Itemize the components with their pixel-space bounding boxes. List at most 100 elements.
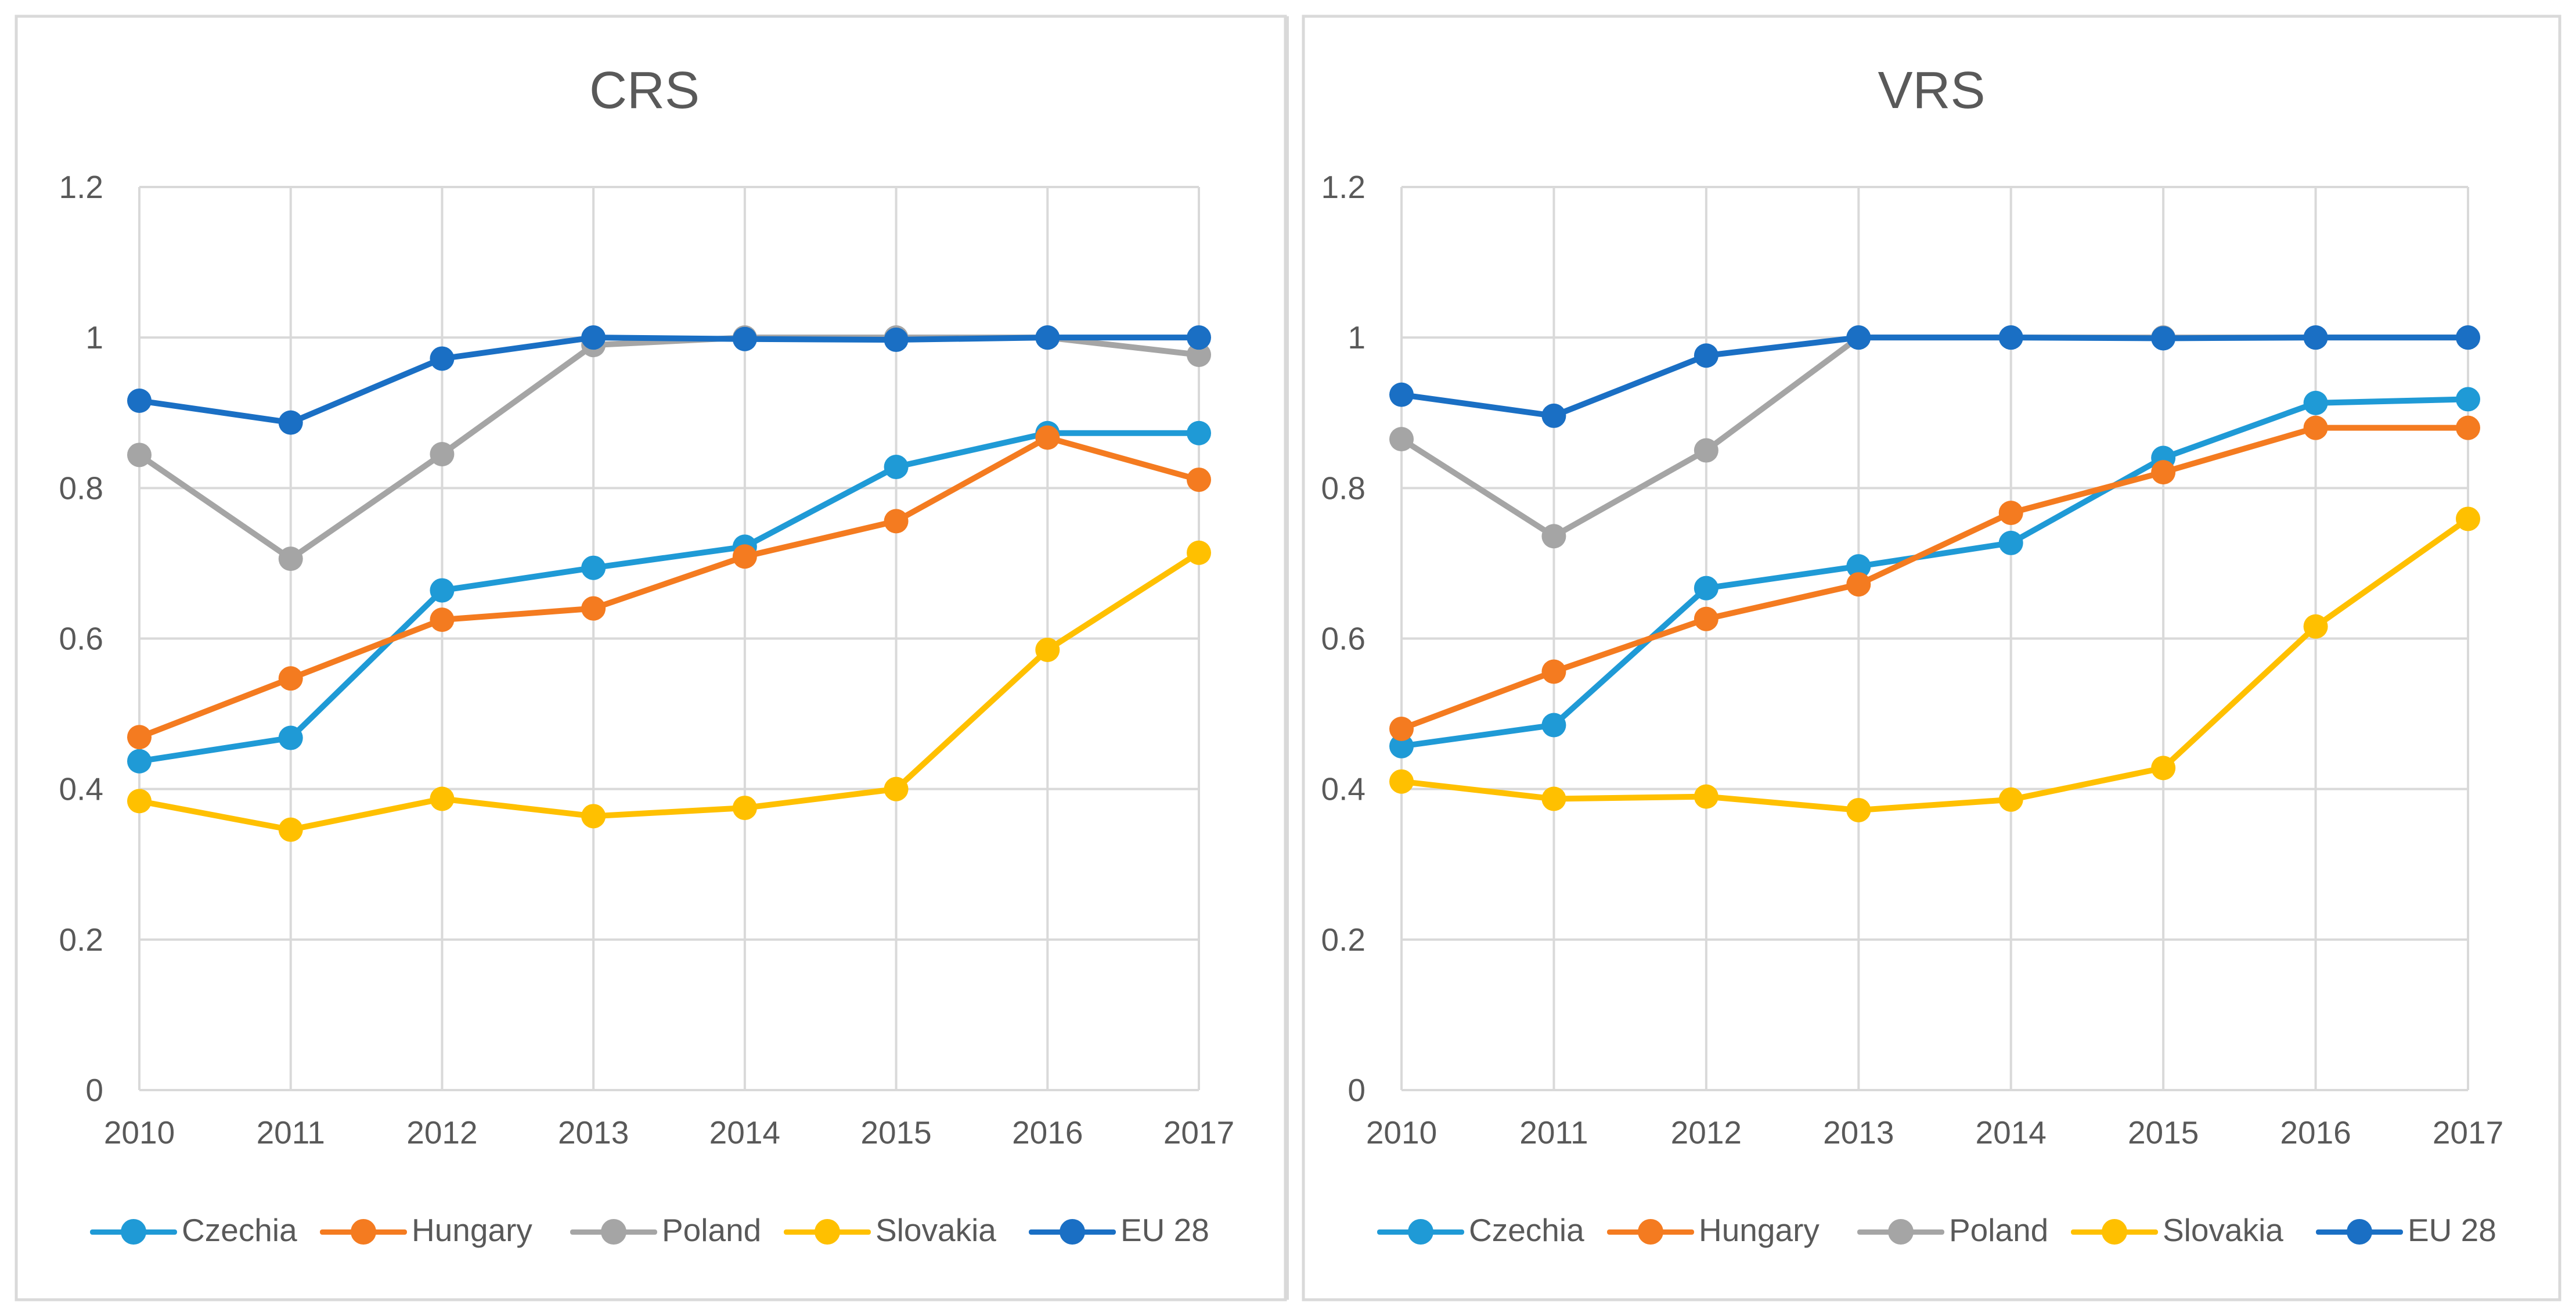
- data-point-hungary: [1846, 572, 1871, 597]
- chart-panel-vrs: VRS 0 0.2 0.4 0.6 0.8 1 1.2 2010 2011 2012 2013 201…: [1287, 0, 2576, 1316]
- y-tick-label: 0: [85, 1072, 103, 1108]
- data-point-eu-28: [1998, 325, 2023, 350]
- x-tick-label: 2013: [558, 1114, 629, 1150]
- data-point-slovakia: [1694, 784, 1718, 809]
- data-point-czechia: [127, 749, 152, 774]
- y-tick-label: 0.2: [59, 922, 103, 958]
- legend: Czechia Hungary Poland Slovakia EU 28: [0, 1208, 1289, 1254]
- data-point-eu-28: [884, 328, 909, 353]
- data-point-poland: [430, 442, 455, 467]
- y-tick-label: 0.8: [1321, 470, 1366, 506]
- data-point-poland: [127, 443, 152, 468]
- data-point-hungary: [1998, 501, 2023, 526]
- legend-label: Poland: [662, 1212, 762, 1248]
- series-line-slovakia: [1399, 516, 2471, 813]
- chart-frame: [1302, 15, 2561, 1301]
- chart-title: VRS: [1878, 62, 1986, 120]
- legend-dot-marker: [815, 1219, 840, 1245]
- y-tick-label: 0.8: [59, 470, 103, 506]
- data-point-hungary: [1187, 468, 1211, 492]
- data-point-slovakia: [1187, 540, 1211, 565]
- data-point-czechia: [1541, 713, 1566, 738]
- series-line-czechia: [136, 430, 1202, 764]
- data-point-hungary: [732, 544, 757, 569]
- data-point-eu-28: [1846, 325, 1871, 350]
- x-tick-label: 2014: [1976, 1114, 2047, 1150]
- y-tick-label: 0.6: [59, 621, 103, 657]
- series-line-eu-28: [1399, 335, 2471, 419]
- data-point-czechia: [1846, 554, 1871, 579]
- legend-dot-marker: [2347, 1219, 2372, 1245]
- data-point-slovakia: [430, 786, 455, 811]
- data-point-czechia: [1998, 530, 2023, 555]
- data-point-slovakia: [1846, 797, 1871, 822]
- x-tick-label: 2015: [2128, 1114, 2199, 1150]
- x-tick-label: 2015: [860, 1114, 931, 1150]
- data-point-eu-28: [2456, 325, 2480, 350]
- data-point-eu-28: [1035, 325, 1060, 350]
- data-point-poland: [1187, 342, 1211, 367]
- x-tick-label: 2010: [104, 1114, 175, 1150]
- x-tick-label: 2014: [709, 1114, 780, 1150]
- data-point-hungary: [2303, 415, 2328, 440]
- data-point-czechia: [1187, 420, 1211, 445]
- legend-label: EU 28: [2408, 1212, 2496, 1248]
- legend-dot-marker: [1060, 1219, 1085, 1245]
- legend-label: EU 28: [1121, 1212, 1209, 1248]
- data-point-czechia: [884, 455, 909, 480]
- y-tick-label: 1.2: [59, 169, 103, 205]
- y-tick-label: 0.6: [1321, 621, 1366, 657]
- y-tick-label: 1.2: [1321, 169, 1366, 205]
- chart-panel-crs: CRS 0 0.2 0.4 0.6 0.8 1 1.2 2010 2011 2012 2013 201…: [0, 15, 1289, 1301]
- legend-label: Czechia: [182, 1212, 297, 1248]
- data-point-czechia: [2303, 390, 2328, 415]
- y-tick-label: 0.2: [1321, 922, 1366, 958]
- legend: Czechia Hungary Poland Slovakia EU 28: [1287, 1208, 2576, 1254]
- plot-area: 0 0.2 0.4 0.6 0.8 1 1.2 2010 2011 2012 2013 2014 201…: [15, 15, 1287, 1301]
- data-point-czechia: [430, 578, 455, 603]
- data-point-eu-28: [732, 326, 757, 351]
- data-point-slovakia: [1035, 637, 1060, 662]
- data-point-hungary: [278, 666, 303, 691]
- data-point-poland: [1389, 427, 1414, 452]
- data-point-slovakia: [732, 796, 757, 821]
- series-line-hungary: [136, 434, 1202, 740]
- legend-label: Hungary: [412, 1212, 532, 1248]
- data-point-poland: [1694, 438, 1718, 463]
- legend-dot-marker: [601, 1219, 626, 1245]
- data-point-eu-28: [430, 346, 455, 371]
- legend-dot-marker: [2102, 1219, 2127, 1245]
- y-tick-label: 0.4: [1321, 771, 1366, 807]
- y-tick-label: 0.4: [59, 771, 103, 807]
- data-point-eu-28: [1541, 403, 1566, 428]
- legend-dot-marker: [1888, 1219, 1914, 1245]
- data-point-hungary: [884, 509, 909, 534]
- data-point-hungary: [2151, 460, 2176, 485]
- legend-label: Hungary: [1699, 1212, 1820, 1248]
- x-tick-label: 2011: [257, 1114, 325, 1150]
- data-point-slovakia: [581, 804, 606, 829]
- data-point-czechia: [1389, 733, 1414, 758]
- series-line-poland: [136, 335, 1202, 562]
- data-point-slovakia: [127, 789, 152, 814]
- panel-divider: [1285, 16, 1289, 1300]
- data-point-slovakia: [884, 776, 909, 801]
- data-point-slovakia: [2303, 614, 2328, 639]
- series-line-eu-28: [136, 335, 1202, 426]
- y-tick-label: 1: [1348, 319, 1366, 355]
- x-tick-label: 2012: [406, 1114, 477, 1150]
- x-tick-label: 2017: [1163, 1114, 1234, 1150]
- chart-frame: [15, 15, 1287, 1301]
- data-point-czechia: [1694, 576, 1718, 601]
- data-point-eu-28: [581, 325, 606, 350]
- series-line-hungary: [1399, 425, 2471, 732]
- x-tick-label: 2011: [1519, 1114, 1588, 1150]
- x-tick-label: 2016: [1012, 1114, 1083, 1150]
- legend-label: Slovakia: [2163, 1212, 2283, 1248]
- legend-dot-marker: [1638, 1219, 1663, 1245]
- y-tick-label: 1: [85, 319, 103, 355]
- data-point-slovakia: [2151, 756, 2176, 781]
- legend-dot-marker: [351, 1219, 376, 1245]
- x-tick-label: 2016: [2280, 1114, 2351, 1150]
- x-tick-label: 2013: [1823, 1114, 1894, 1150]
